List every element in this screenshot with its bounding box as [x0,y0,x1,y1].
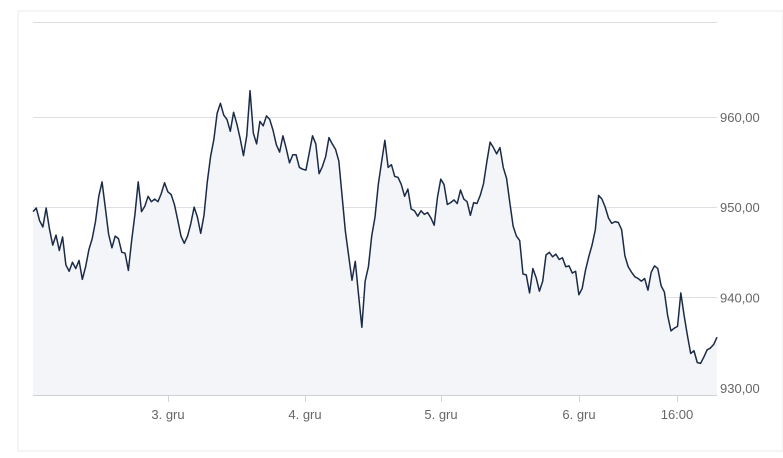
x-tick-label: 5. gru [424,407,457,422]
y-tick-label: 930,00 [720,381,760,396]
x-axis-ticks: 3. gru 4. gru 5. gru 6. gru 16:00 [151,395,693,422]
y-tick-label: 960,00 [720,110,760,125]
y-axis-labels: 930,00 940,00 950,00 960,00 [720,110,760,396]
y-tick-label: 940,00 [720,290,760,305]
x-tick-label: 4. gru [288,407,321,422]
x-tick-label: 16:00 [661,407,694,422]
price-area-fill [33,90,717,395]
x-tick-label: 6. gru [562,407,595,422]
x-tick-label: 3. gru [151,407,184,422]
price-series-line [32,89,718,365]
y-tick-label: 950,00 [720,200,760,215]
